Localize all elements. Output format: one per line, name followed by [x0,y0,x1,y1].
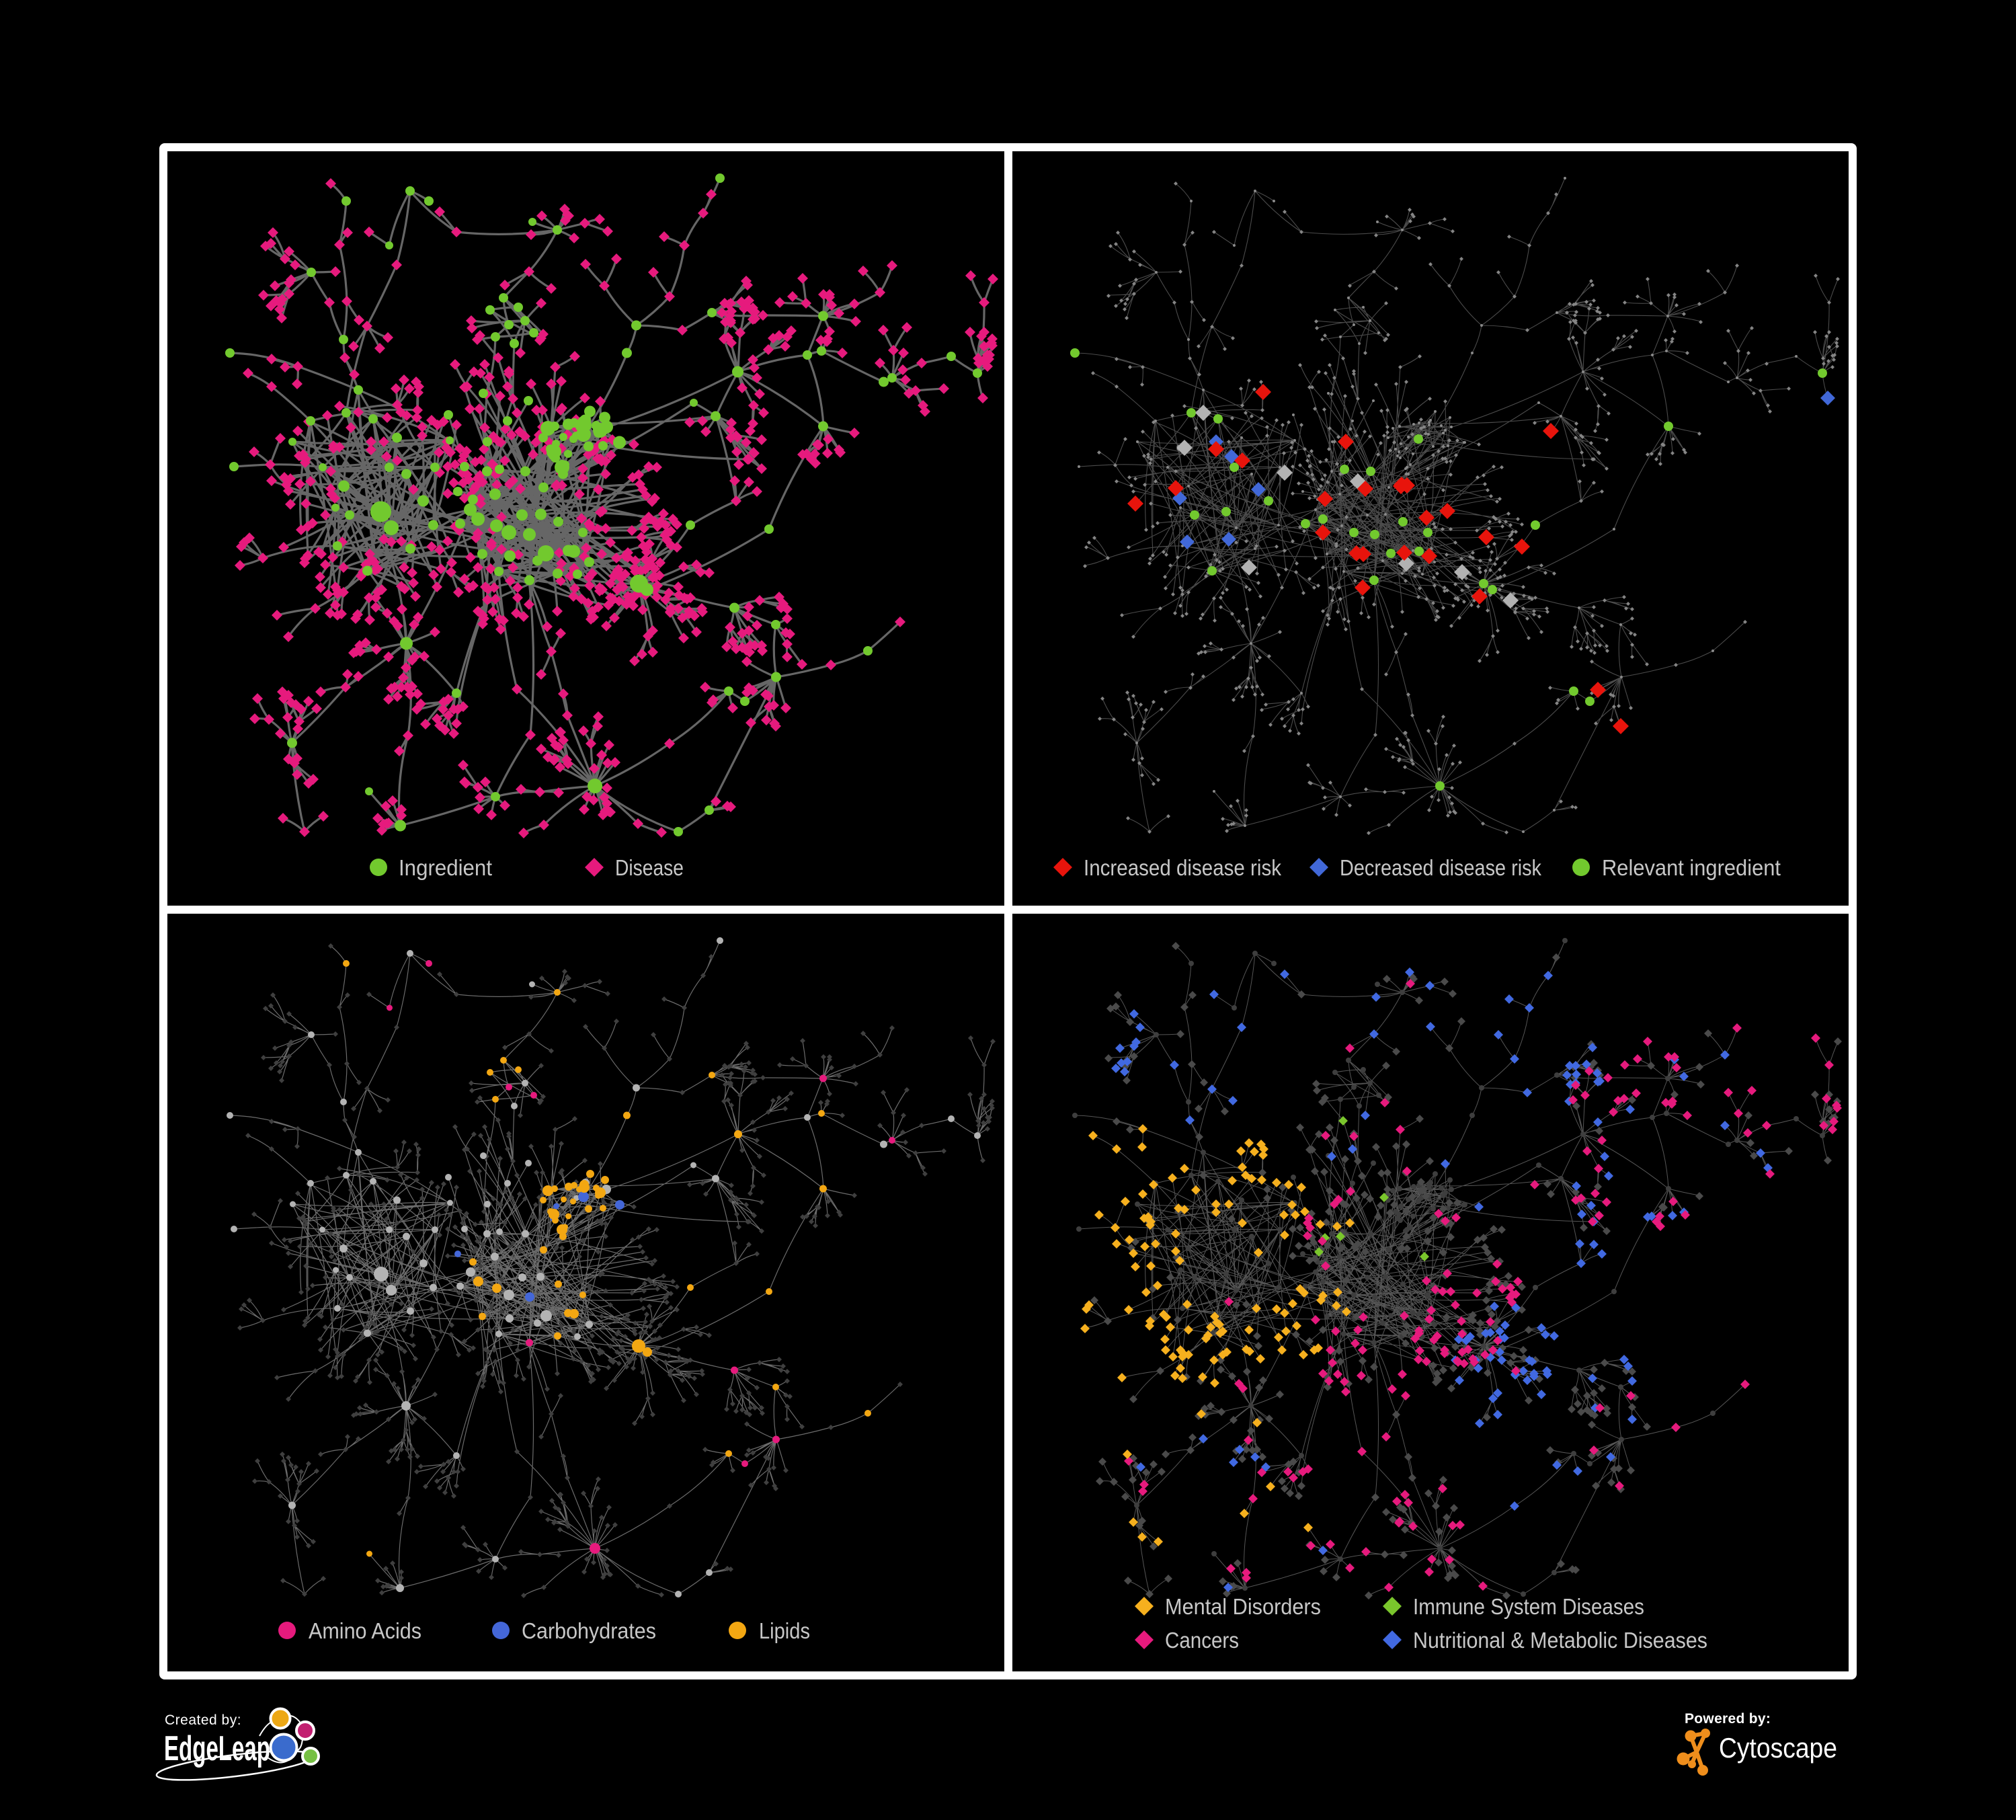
svg-text:Immune System Diseases: Immune System Diseases [1413,1594,1644,1619]
svg-text:Carbohydrates: Carbohydrates [522,1618,656,1643]
svg-text:Disease: Disease [615,855,684,880]
svg-text:Nutritional & Metabolic Diseas: Nutritional & Metabolic Diseases [1413,1628,1707,1653]
svg-text:Ingredient: Ingredient [399,855,492,880]
svg-text:Cancers: Cancers [1165,1628,1239,1653]
svg-text:Amino Acids: Amino Acids [309,1618,421,1643]
svg-text:Relevant ingredient: Relevant ingredient [1602,855,1781,880]
svg-text:EdgeLeap: EdgeLeap [164,1729,270,1768]
svg-text:Mental Disorders: Mental Disorders [1165,1594,1321,1619]
svg-text:Increased disease risk: Increased disease risk [1084,855,1281,880]
svg-text:Lipids: Lipids [759,1618,810,1643]
svg-text:Powered by:: Powered by: [1685,1711,1771,1727]
svg-text:Created by:: Created by: [165,1712,241,1728]
svg-text:Cytoscape: Cytoscape [1719,1732,1837,1764]
svg-text:Decreased disease risk: Decreased disease risk [1340,855,1541,880]
